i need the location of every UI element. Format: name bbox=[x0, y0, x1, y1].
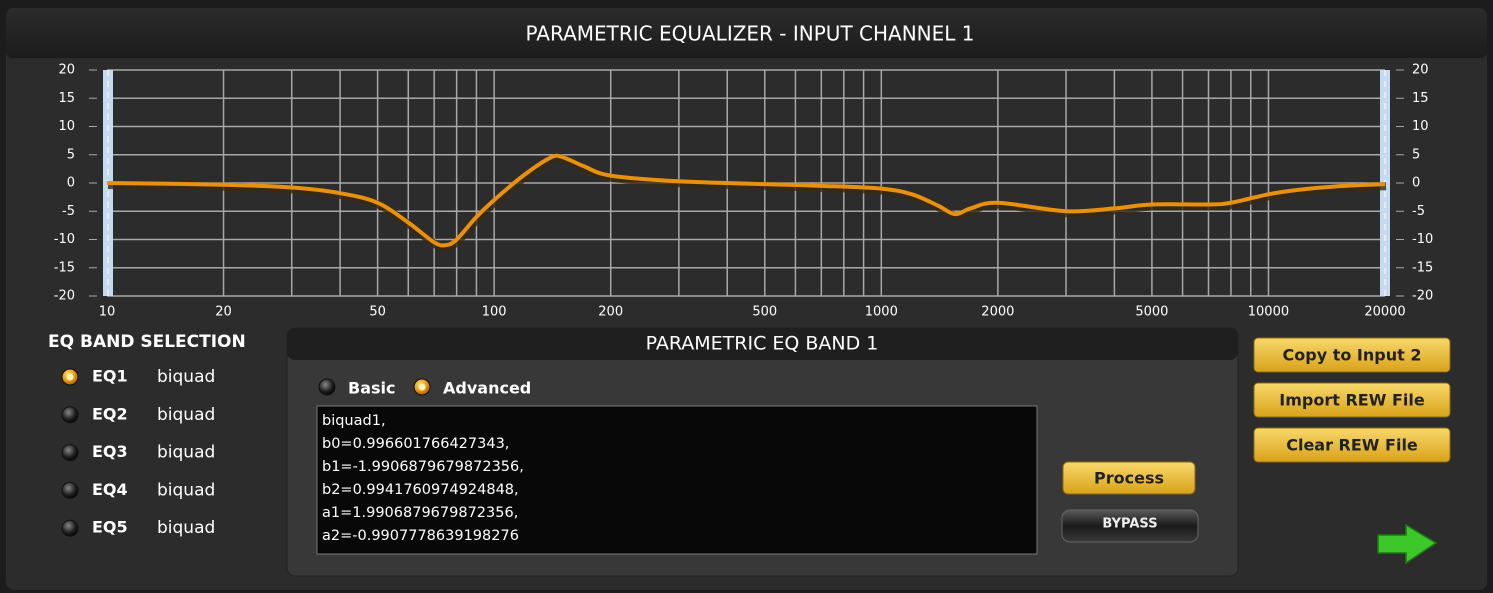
band-label[interactable]: EQ5 bbox=[92, 518, 128, 537]
band-panel-title: PARAMETRIC EQ BAND 1 bbox=[646, 333, 879, 355]
next-arrow[interactable] bbox=[1377, 523, 1438, 565]
band-type: biquad bbox=[157, 443, 215, 463]
x-tick-label: 20000 bbox=[1364, 305, 1405, 320]
process-button[interactable] bbox=[1062, 461, 1196, 495]
y-tick-label: 20 bbox=[58, 63, 75, 78]
y2-tick-label: -5 bbox=[1412, 204, 1425, 219]
y-tick-label: 10 bbox=[58, 119, 75, 134]
bypass-button[interactable] bbox=[1061, 509, 1199, 543]
y-tick-label: -15 bbox=[54, 260, 75, 275]
x-tick-label: 500 bbox=[752, 305, 777, 320]
band-label[interactable]: EQ3 bbox=[92, 442, 128, 461]
coefficient-line: a1=1.9906879679872356, bbox=[322, 505, 518, 521]
y-tick-label: 15 bbox=[58, 91, 75, 106]
arrow-shape[interactable] bbox=[1377, 523, 1438, 565]
band-label[interactable]: EQ4 bbox=[92, 480, 128, 499]
y-tick-label: -20 bbox=[54, 289, 75, 304]
action-button-label[interactable]: Copy to Input 2 bbox=[1283, 346, 1422, 365]
band-radio[interactable] bbox=[61, 444, 79, 462]
y-tick-label: 0 bbox=[67, 176, 75, 191]
mode-radio[interactable] bbox=[318, 378, 336, 396]
coefficient-line: b1=-1.9906879679872356, bbox=[322, 459, 524, 475]
action-button[interactable] bbox=[1253, 337, 1451, 373]
band-panel-header bbox=[287, 328, 1238, 360]
band-radio[interactable] bbox=[61, 519, 79, 537]
y-tick-label: 5 bbox=[67, 147, 75, 162]
eq-curve bbox=[106, 153, 1386, 248]
y2-tick-label: 15 bbox=[1412, 91, 1429, 106]
x-tick-label: 20 bbox=[215, 305, 232, 320]
band-type: biquad bbox=[157, 518, 215, 538]
action-button-label[interactable]: Clear REW File bbox=[1286, 436, 1418, 455]
y2-tick-label: 0 bbox=[1412, 176, 1420, 191]
band-label[interactable]: EQ1 bbox=[92, 367, 128, 386]
coefficient-textarea[interactable] bbox=[316, 405, 1038, 555]
coefficient-line: biquad1, bbox=[322, 413, 386, 429]
title-bar bbox=[6, 10, 1487, 58]
action-button[interactable] bbox=[1253, 382, 1451, 418]
y2-tick-label: 20 bbox=[1412, 63, 1429, 78]
mode-radio-dot[interactable] bbox=[418, 383, 426, 391]
coefficient-line: b2=0.9941760974924848, bbox=[322, 482, 519, 498]
x-tick-label: 5000 bbox=[1135, 305, 1168, 320]
chart-title: PARAMETRIC EQUALIZER - INPUT CHANNEL 1 bbox=[526, 22, 975, 46]
x-tick-label: 1000 bbox=[865, 305, 898, 320]
coefficient-line: b0=0.996601766427343, bbox=[322, 436, 509, 452]
y2-tick-label: 5 bbox=[1412, 147, 1420, 162]
process-label[interactable]: Process bbox=[1094, 469, 1164, 488]
mode-label[interactable]: Advanced bbox=[443, 379, 531, 398]
bypass-label[interactable]: BYPASS bbox=[1102, 517, 1157, 532]
band-label[interactable]: EQ2 bbox=[92, 404, 128, 423]
x-tick-label: 50 bbox=[369, 305, 386, 320]
y-tick-label: -10 bbox=[54, 232, 75, 247]
action-button-label[interactable]: Import REW File bbox=[1279, 391, 1425, 410]
mode-label[interactable]: Basic bbox=[348, 379, 395, 398]
x-tick-label: 10 bbox=[99, 305, 116, 320]
band-selection-title: EQ BAND SELECTION bbox=[48, 332, 246, 352]
band-type: biquad bbox=[157, 405, 215, 425]
x-tick-label: 200 bbox=[598, 305, 623, 320]
y-tick-label: -5 bbox=[62, 204, 75, 219]
y2-tick-label: -15 bbox=[1412, 260, 1433, 275]
band-type: biquad bbox=[157, 480, 215, 500]
band-radio[interactable] bbox=[61, 406, 79, 424]
x-tick-label: 100 bbox=[482, 305, 507, 320]
band-radio-dot[interactable] bbox=[66, 373, 74, 381]
band-type: biquad bbox=[157, 367, 215, 387]
x-tick-label: 10000 bbox=[1248, 305, 1289, 320]
y2-tick-label: -20 bbox=[1412, 289, 1433, 304]
x-tick-label: 2000 bbox=[981, 305, 1014, 320]
coefficient-line: a2=-0.9907778639198276 bbox=[322, 528, 519, 544]
action-button[interactable] bbox=[1253, 427, 1451, 463]
y2-tick-label: -10 bbox=[1412, 232, 1433, 247]
y2-tick-label: 10 bbox=[1412, 119, 1429, 134]
band-radio[interactable] bbox=[61, 481, 79, 499]
